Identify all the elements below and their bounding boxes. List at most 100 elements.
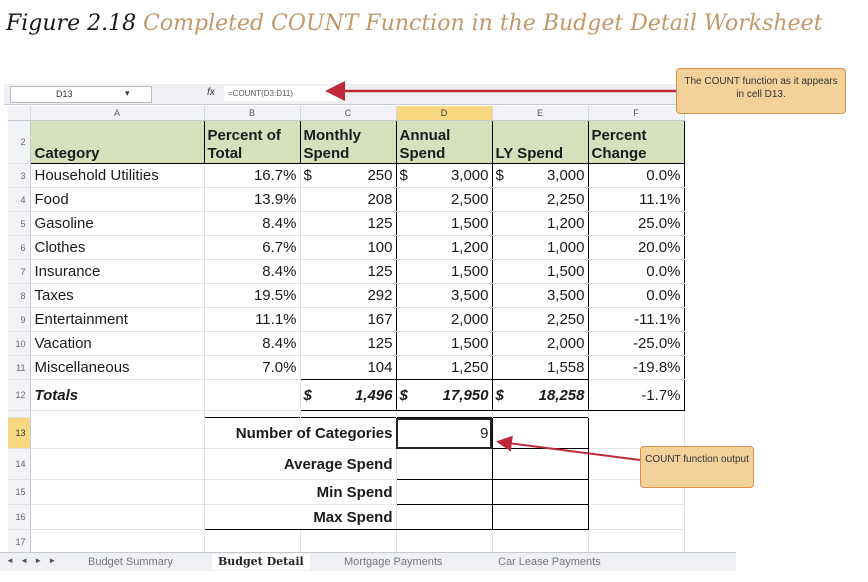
row-number[interactable]: 8 (8, 283, 31, 308)
row-number[interactable]: 10 (8, 331, 31, 356)
cell-annual-spend[interactable]: 1,200 (396, 235, 493, 260)
column-header-e[interactable]: E (492, 106, 589, 121)
cell-percent-change[interactable]: -11.1% (588, 307, 685, 332)
cell-annual-spend[interactable]: 1,250 (396, 355, 493, 380)
stat-label-count[interactable]: Number of Categories (203, 417, 397, 449)
cell-category[interactable]: Household Utilities (30, 163, 205, 188)
sheet-nav-arrows-icon[interactable]: ◄ ◄ ► ► (6, 556, 59, 565)
cell-monthly-spend[interactable]: 125 (299, 259, 397, 284)
row-number[interactable]: 12 (8, 379, 31, 411)
cell-annual-spend[interactable]: $3,000 (396, 163, 493, 188)
row-number[interactable]: 3 (8, 163, 31, 188)
cell-percent-change[interactable]: 20.0% (588, 235, 685, 260)
row-number[interactable]: 4 (8, 187, 31, 212)
total-percent-change[interactable]: -1.7% (587, 379, 685, 411)
row-number[interactable]: 5 (8, 211, 31, 236)
cell-category[interactable]: Taxes (30, 283, 205, 308)
cell-percent-of-total[interactable]: 8.4% (204, 211, 301, 236)
cell-empty[interactable] (204, 379, 301, 411)
cell-ly-spend[interactable]: 3,500 (492, 283, 589, 308)
cell-empty[interactable] (491, 479, 589, 505)
chevron-down-icon[interactable]: ▾ (125, 88, 130, 98)
cell-empty[interactable] (491, 448, 589, 480)
cell-annual-spend[interactable]: 2,500 (396, 187, 493, 212)
stat-label-max[interactable]: Max Spend (203, 504, 397, 530)
cell-percent-of-total[interactable]: 7.0% (204, 355, 301, 380)
cell-ly-spend[interactable]: 2,250 (492, 187, 589, 212)
cell-percent-change[interactable]: -25.0% (588, 331, 685, 356)
cell-ly-spend[interactable]: 1,500 (492, 259, 589, 284)
row-number[interactable]: 9 (8, 307, 31, 332)
cell-percent-of-total[interactable]: 6.7% (204, 235, 301, 260)
header-ly-spend[interactable]: LY Spend (491, 120, 589, 164)
cell-category[interactable]: Miscellaneous (30, 355, 205, 380)
cell-category[interactable]: Food (30, 187, 205, 212)
cell-percent-change[interactable]: 0.0% (588, 283, 685, 308)
cell-empty[interactable] (588, 417, 685, 449)
function-icon[interactable]: fx (207, 87, 215, 98)
cell-percent-change[interactable]: 0.0% (588, 259, 685, 284)
row-number[interactable]: 11 (8, 355, 31, 380)
cell-monthly-spend[interactable]: 125 (299, 211, 397, 236)
cell-annual-spend[interactable]: 2,000 (396, 307, 493, 332)
cell-percent-of-total[interactable]: 8.4% (204, 331, 301, 356)
row-number[interactable]: 13 (8, 417, 31, 449)
row-number[interactable]: 16 (8, 504, 31, 530)
cell-ly-spend[interactable]: 1,200 (492, 211, 589, 236)
column-header-d[interactable]: D (396, 106, 493, 121)
stat-value-count[interactable]: 9 (395, 417, 493, 449)
cell-category[interactable]: Gasoline (30, 211, 205, 236)
cell-monthly-spend[interactable]: $250 (299, 163, 397, 188)
cell-percent-change[interactable]: 25.0% (588, 211, 685, 236)
cell-empty[interactable] (30, 448, 205, 480)
cell-annual-spend[interactable]: 1,500 (396, 331, 493, 356)
cell-empty[interactable] (491, 504, 589, 530)
header-percent-of-total[interactable]: Percent of Total (203, 120, 301, 164)
stat-value-max[interactable] (395, 504, 493, 530)
cell-ly-spend[interactable]: 2,250 (492, 307, 589, 332)
row-number[interactable]: 17 (8, 529, 31, 554)
cell-ly-spend[interactable]: $3,000 (492, 163, 589, 188)
cell-percent-of-total[interactable]: 13.9% (204, 187, 301, 212)
row-number[interactable]: 6 (8, 235, 31, 260)
cell-monthly-spend[interactable]: 125 (299, 331, 397, 356)
tab-mortgage-payments[interactable]: Mortgage Payments (344, 556, 443, 568)
cell-empty[interactable] (588, 504, 685, 530)
column-header-b[interactable]: B (204, 106, 301, 121)
cell-monthly-spend[interactable]: 208 (299, 187, 397, 212)
tab-car-lease-payments[interactable]: Car Lease Payments (498, 556, 601, 568)
cell-category[interactable]: Entertainment (30, 307, 205, 332)
column-header-c[interactable]: C (300, 106, 397, 121)
cell-percent-of-total[interactable]: 8.4% (204, 259, 301, 284)
cell-percent-of-total[interactable]: 16.7% (204, 163, 301, 188)
cell-category[interactable]: Insurance (30, 259, 205, 284)
cell-percent-change[interactable]: 0.0% (588, 163, 685, 188)
header-category[interactable]: Category (29, 120, 205, 164)
cell-annual-spend[interactable]: 1,500 (396, 259, 493, 284)
tab-budget-detail[interactable]: Budget Detail (212, 554, 310, 570)
cell-annual-spend[interactable]: 1,500 (396, 211, 493, 236)
cell-percent-change[interactable]: -19.8% (588, 355, 685, 380)
row-number[interactable]: 7 (8, 259, 31, 284)
row-number[interactable]: 2 (8, 120, 31, 164)
cell-monthly-spend[interactable]: 100 (299, 235, 397, 260)
header-percent-change[interactable]: Percent Change (587, 120, 685, 164)
cell-percent-of-total[interactable]: 19.5% (204, 283, 301, 308)
cell-monthly-spend[interactable]: 167 (299, 307, 397, 332)
cell-monthly-spend[interactable]: 292 (299, 283, 397, 308)
totals-label[interactable]: Totals (30, 379, 205, 411)
cell-percent-change[interactable]: 11.1% (588, 187, 685, 212)
row-number[interactable]: 14 (8, 448, 31, 480)
total-monthly-spend[interactable]: $1,496 (299, 379, 397, 411)
cell-ly-spend[interactable]: 1,000 (492, 235, 589, 260)
cell-ly-spend[interactable]: 2,000 (492, 331, 589, 356)
stat-value-average[interactable] (395, 448, 493, 480)
cell-empty[interactable] (30, 504, 205, 530)
select-all-corner[interactable] (8, 106, 31, 121)
total-ly-spend[interactable]: $18,258 (491, 379, 589, 411)
cell-category[interactable]: Vacation (30, 331, 205, 356)
cell-category[interactable]: Clothes (30, 235, 205, 260)
formula-input[interactable]: =COUNT(D3:D11) (224, 86, 338, 101)
name-box[interactable]: D13 ▾ (10, 86, 152, 103)
row-number[interactable]: 15 (8, 479, 31, 505)
